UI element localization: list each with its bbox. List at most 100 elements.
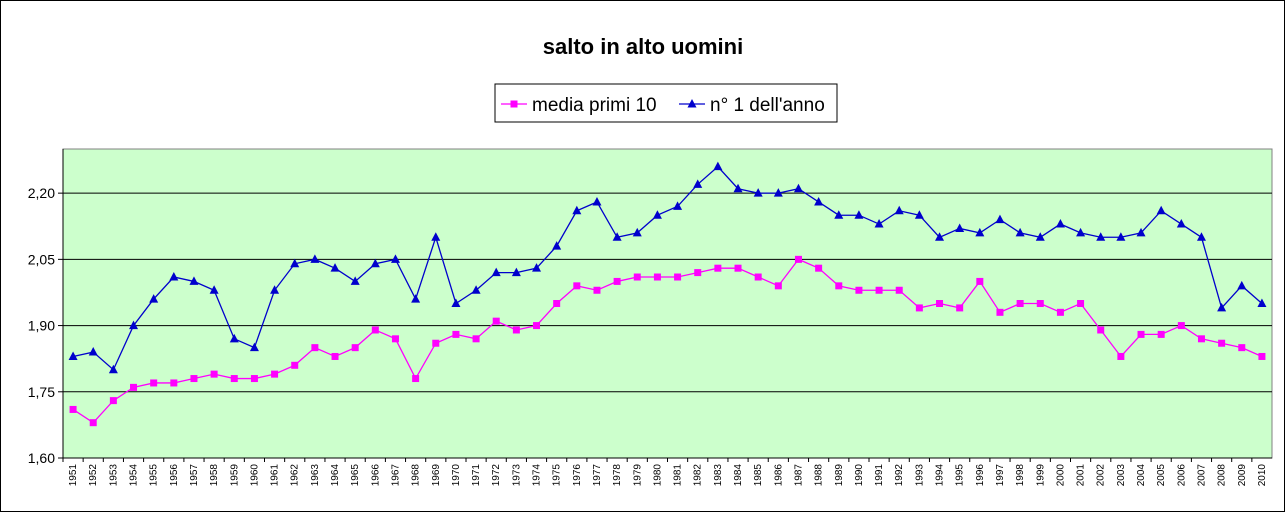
legend-entry-media-primi-10-marker <box>510 100 518 108</box>
series-n1-dell-anno-point <box>955 223 965 232</box>
series-media-primi-10-point <box>613 277 621 285</box>
series-n1-dell-anno-point <box>129 320 139 330</box>
series-n1-dell-anno-point <box>713 161 723 171</box>
y-tick-label: 1,75 <box>28 384 55 400</box>
x-tick-label: 1992 <box>894 464 905 487</box>
x-tick-label: 1964 <box>330 464 341 487</box>
x-tick-label: 1973 <box>511 464 522 487</box>
series-n1-dell-anno-point <box>511 267 521 277</box>
series-media-primi-10-point <box>250 375 258 383</box>
x-tick-label: 1978 <box>612 464 623 487</box>
series-n1-dell-anno-point <box>1116 232 1126 241</box>
series-media-primi-10-point <box>69 405 77 413</box>
y-tick-label: 2,05 <box>28 251 55 267</box>
series-n1-dell-anno-point <box>1076 227 1086 237</box>
series-n1-dell-anno-point <box>652 210 662 219</box>
series-n1-dell-anno-point <box>431 232 441 241</box>
series-n1-dell-anno-point <box>612 232 622 241</box>
x-tick-label: 1989 <box>834 464 845 487</box>
series-n1-dell-anno-point <box>491 267 501 277</box>
x-tick-label: 2010 <box>1257 464 1268 487</box>
series-media-primi-10-point <box>1177 322 1185 330</box>
series-n1-dell-anno-point <box>451 298 461 307</box>
series-n1-dell-anno-point <box>249 342 259 352</box>
series-media-primi-10-point <box>815 264 823 272</box>
series-n1-dell-anno-point <box>914 210 924 219</box>
series-n1-dell-anno-point <box>68 351 78 360</box>
series-n1-dell-anno-point <box>894 205 904 215</box>
series-media-primi-10-point <box>210 370 218 378</box>
x-tick-label: 1994 <box>935 464 946 487</box>
series-media-primi-10-point <box>734 264 742 272</box>
x-tick-label: 1963 <box>310 464 321 487</box>
series-media-primi-10-point <box>653 273 661 281</box>
series-media-primi-10-point <box>351 344 359 352</box>
series-media-primi-10-point <box>714 264 722 272</box>
series-n1-dell-anno-point <box>350 276 360 285</box>
series-n1-dell-anno-point <box>552 241 562 250</box>
series-media-primi-10-point <box>1016 300 1024 307</box>
series-n1-dell-anno-point <box>572 205 582 215</box>
series-n1-dell-anno-point <box>411 294 421 303</box>
x-tick-label: 1971 <box>471 464 482 487</box>
x-tick-label: 1996 <box>975 464 986 487</box>
x-tick-label: 1958 <box>209 464 220 487</box>
series-media-primi-10-point <box>1238 344 1246 352</box>
x-tick-label: 1995 <box>955 464 966 487</box>
series-n1-dell-anno-point <box>673 201 683 210</box>
legend-entry-n1-dell-anno-label: n° 1 dell'anno <box>710 95 825 116</box>
x-tick-label: 1984 <box>733 464 744 487</box>
y-tick-label: 1,90 <box>28 318 55 334</box>
series-n1-dell-anno-point <box>935 232 945 241</box>
series-n1-dell-anno-point <box>330 263 340 272</box>
series-n1-dell-anno-point <box>592 196 602 206</box>
series-media-primi-10-point <box>996 308 1004 316</box>
series-media-primi-10-point <box>492 317 500 325</box>
series-media-primi-10-point <box>190 375 198 383</box>
series-n1-dell-anno-point <box>693 179 703 188</box>
series-media-primi-10-point <box>291 361 299 369</box>
x-tick-label: 1957 <box>189 464 200 487</box>
series-n1-dell-anno-point <box>108 364 118 374</box>
series-n1-dell-anno-point <box>632 227 642 237</box>
series-n1-dell-anno-point <box>1015 227 1025 237</box>
x-tick-label: 2006 <box>1176 464 1187 487</box>
series-n1-dell-anno-point <box>753 188 763 197</box>
series-n1-dell-anno-point <box>1217 302 1227 312</box>
x-tick-label: 1981 <box>673 464 684 487</box>
series-media-primi-10-point <box>633 273 641 281</box>
series-media-primi-10-point <box>331 352 339 360</box>
x-tick-label: 1997 <box>995 464 1006 487</box>
plot-background <box>62 148 1273 459</box>
series-n1-dell-anno-point <box>834 210 844 219</box>
series-n1-dell-anno-point <box>814 196 824 206</box>
series-n1-dell-anno-point <box>1237 280 1247 290</box>
x-tick-label: 1990 <box>854 464 865 487</box>
series-n1-dell-anno-point <box>471 285 481 294</box>
series-media-primi-10-point <box>89 419 97 427</box>
legend-entry-n1-dell-anno-marker <box>687 99 697 108</box>
series-n1-dell-anno-point <box>310 254 320 263</box>
series-n1-dell-anno-point <box>1257 298 1267 307</box>
series-media-primi-10-point <box>895 286 903 294</box>
series-media-primi-10-point <box>855 286 863 294</box>
x-tick-label: 1951 <box>68 464 79 487</box>
x-tick-label: 1970 <box>451 464 462 487</box>
series-n1-dell-anno-point <box>1136 227 1146 237</box>
x-tick-label: 1975 <box>552 464 563 487</box>
series-media-primi-10-point <box>170 379 178 387</box>
series-media-primi-10-point <box>875 286 883 294</box>
legend: media primi 10 n° 1 dell'anno <box>494 83 838 123</box>
x-tick-label: 1983 <box>713 464 724 487</box>
series-n1-dell-anno-point <box>874 219 884 228</box>
series-n1-dell-anno-point <box>88 347 98 356</box>
series-media-primi-10-point <box>674 273 682 281</box>
x-tick-label: 1955 <box>149 464 160 487</box>
y-tick-label: 1,60 <box>28 450 55 466</box>
series-media-primi-10-point <box>472 335 480 343</box>
series-media-primi-10-point <box>976 277 984 285</box>
series-n1-dell-anno-point <box>1096 232 1106 241</box>
series-media-primi-10-point <box>230 375 238 383</box>
series-n1-dell-anno-point <box>854 210 864 219</box>
series-media-primi-10-point <box>573 282 581 290</box>
